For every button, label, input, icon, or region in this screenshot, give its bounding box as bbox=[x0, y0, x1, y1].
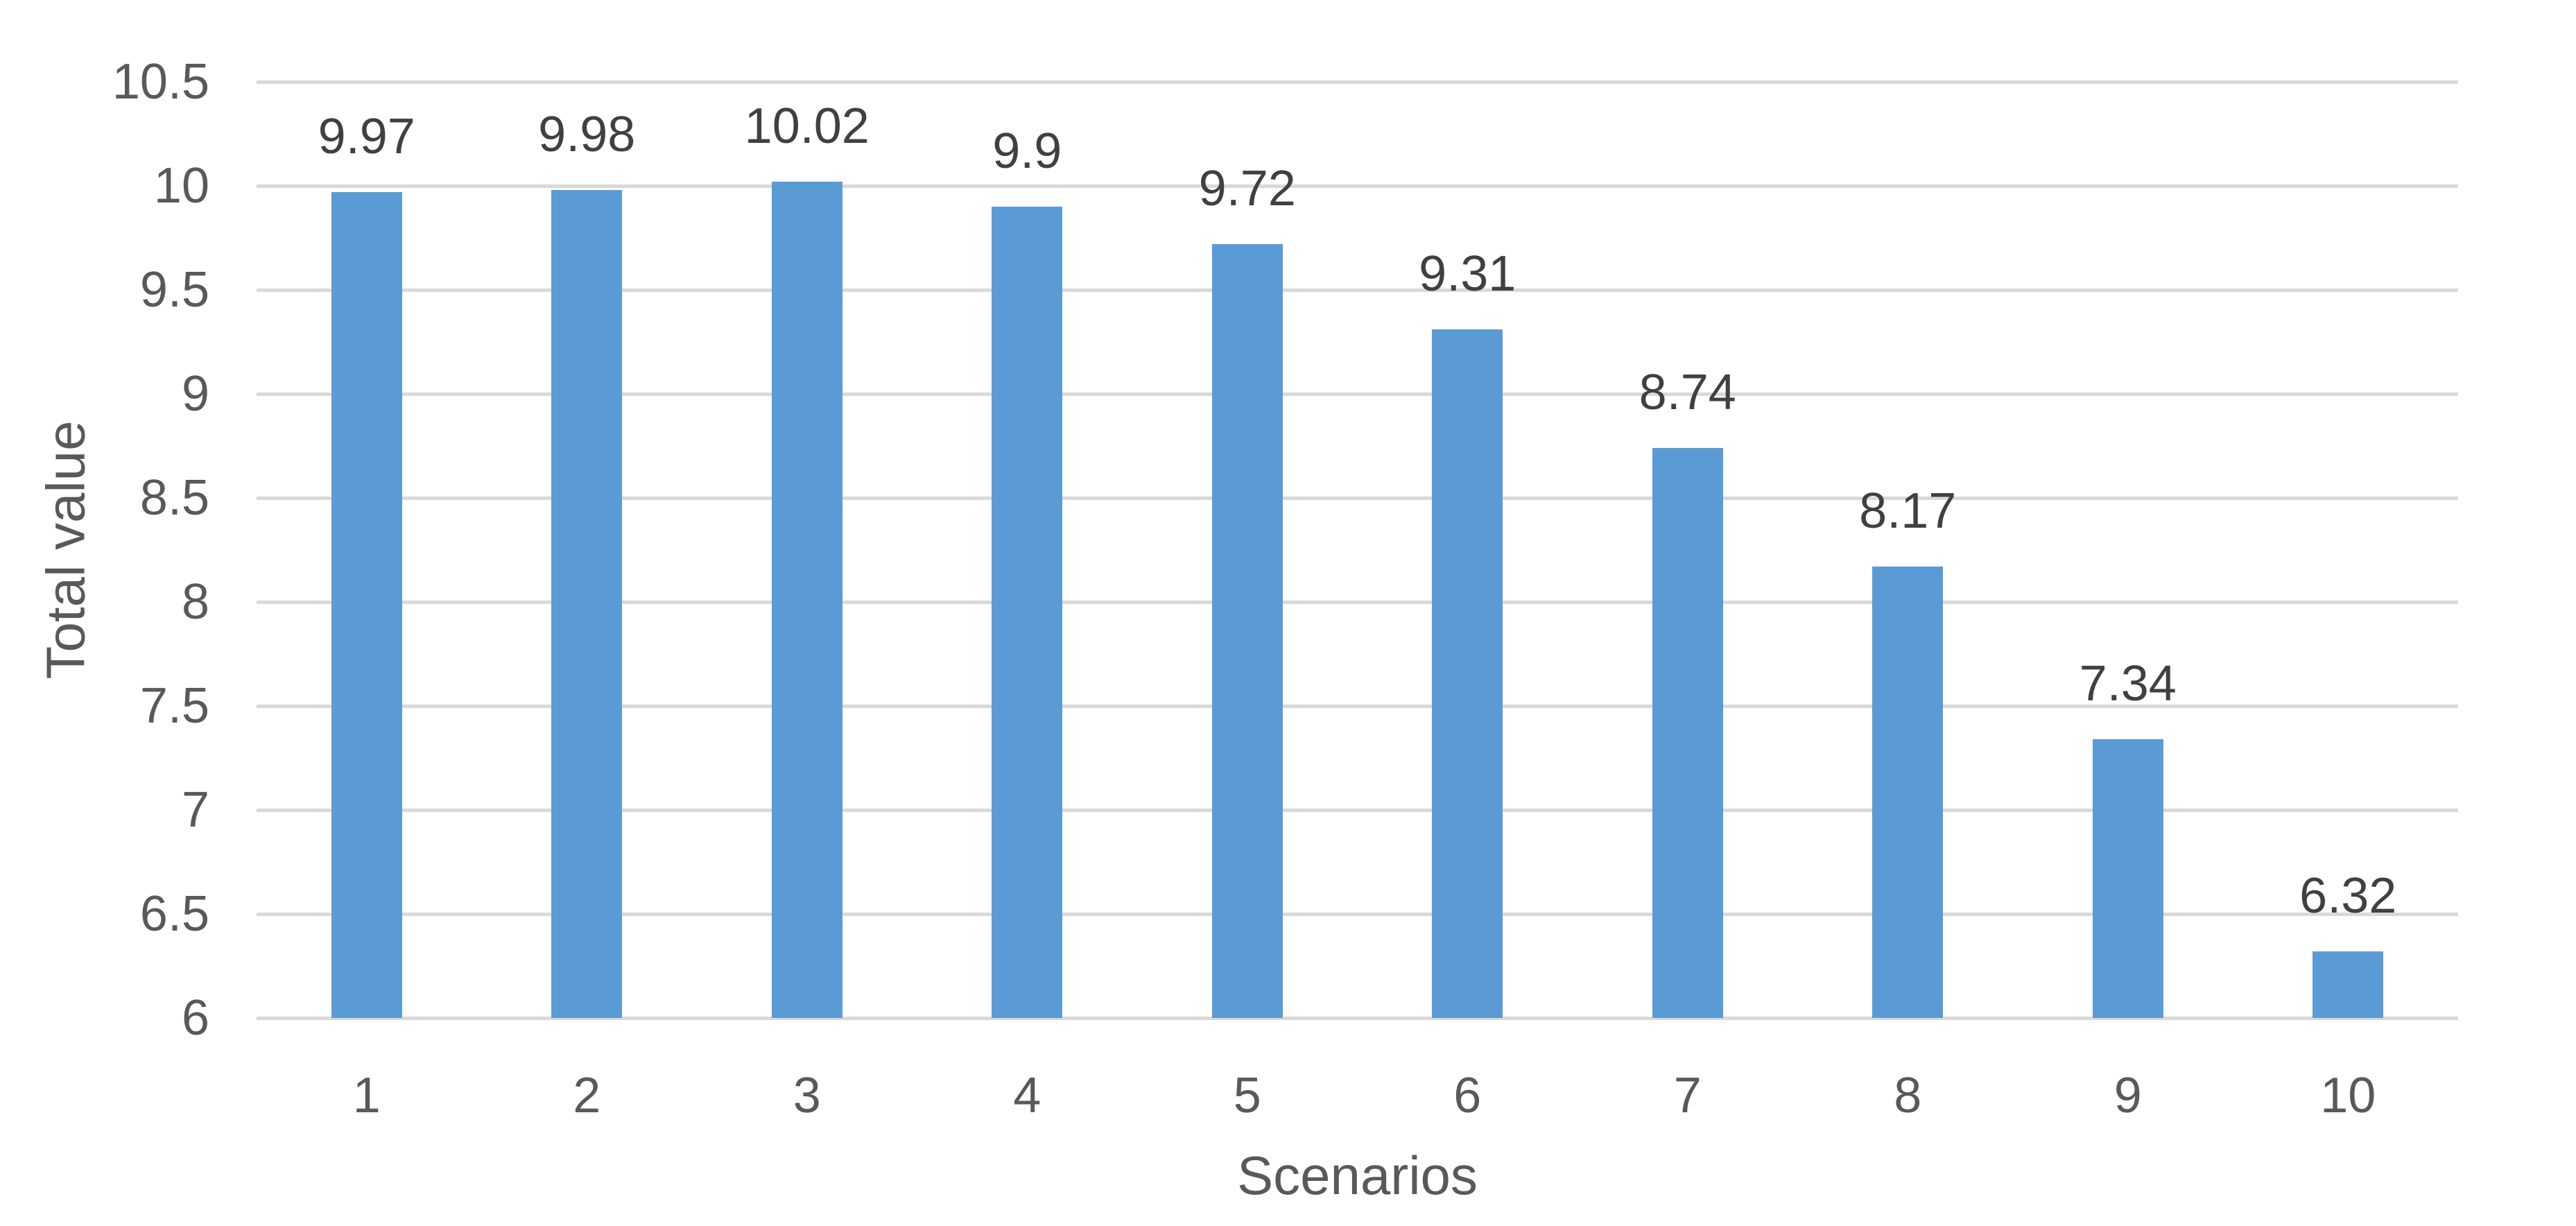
data-label-scenario-7: 8.74 bbox=[1639, 365, 1736, 420]
data-label-scenario-10: 6.32 bbox=[2299, 868, 2397, 924]
data-label-scenario-9: 7.34 bbox=[2079, 656, 2177, 711]
bar-scenario-3 bbox=[771, 182, 842, 1018]
gridline-y-7 bbox=[257, 808, 2458, 812]
x-axis-tick-labels: 1 2 3 4 5 6 7 8 9 10 bbox=[257, 1068, 2458, 1130]
bar-scenario-5 bbox=[1211, 244, 1283, 1018]
data-label-scenario-6: 9.31 bbox=[1419, 246, 1516, 302]
data-label-scenario-5: 9.72 bbox=[1198, 161, 1296, 216]
plot-area: 9.97 9.98 10.02 9.9 9.72 9.31 8.74 8.17 7.34 6.32 bbox=[257, 80, 2458, 1020]
x-tick-label-2: 2 bbox=[573, 1068, 601, 1123]
gridline-y-6 bbox=[257, 1016, 2458, 1020]
x-axis-title: Scenarios bbox=[1237, 1145, 1478, 1206]
data-label-scenario-1: 9.97 bbox=[318, 109, 415, 164]
bar-scenario-7 bbox=[1652, 448, 1723, 1018]
y-axis-tick-labels: 10.5 10 9.5 9 8.5 8 7.5 7 6.5 6 bbox=[0, 54, 209, 1046]
gridline-y-8.5 bbox=[257, 496, 2458, 500]
gridline-y-9.5 bbox=[257, 288, 2458, 292]
bar-scenario-2 bbox=[551, 190, 623, 1018]
x-tick-label-5: 5 bbox=[1233, 1068, 1261, 1123]
gridline-y-10.5 bbox=[257, 80, 2458, 84]
bar-scenario-1 bbox=[331, 192, 402, 1018]
y-tick-label-8.5: 8.5 bbox=[139, 470, 209, 526]
y-tick-label-10.5: 10.5 bbox=[112, 54, 209, 110]
bar-scenario-4 bbox=[992, 207, 1063, 1018]
gridline-y-9 bbox=[257, 392, 2458, 396]
y-tick-label-7.5: 7.5 bbox=[139, 678, 209, 734]
x-tick-label-10: 10 bbox=[2320, 1068, 2376, 1123]
bar-scenario-10 bbox=[2313, 951, 2384, 1018]
x-tick-label-4: 4 bbox=[1013, 1068, 1041, 1123]
gridline-y-10 bbox=[257, 184, 2458, 188]
bar-scenario-8 bbox=[1872, 567, 1944, 1018]
y-tick-label-8: 8 bbox=[181, 574, 209, 630]
bar-scenario-6 bbox=[1432, 329, 1503, 1018]
y-tick-label-10: 10 bbox=[153, 158, 209, 214]
gridline-y-7.5 bbox=[257, 704, 2458, 708]
bar-scenario-9 bbox=[2092, 739, 2163, 1018]
x-tick-label-8: 8 bbox=[1894, 1068, 1922, 1123]
y-tick-label-9: 9 bbox=[181, 366, 209, 422]
data-label-scenario-3: 10.02 bbox=[744, 98, 870, 154]
data-label-scenario-2: 9.98 bbox=[538, 107, 636, 162]
gridline-y-8 bbox=[257, 600, 2458, 604]
x-tick-label-3: 3 bbox=[793, 1068, 821, 1123]
x-tick-label-1: 1 bbox=[352, 1068, 381, 1123]
y-tick-label-6: 6 bbox=[181, 990, 209, 1046]
y-tick-label-6.5: 6.5 bbox=[139, 886, 209, 942]
x-tick-label-6: 6 bbox=[1453, 1068, 1482, 1123]
data-label-scenario-8: 8.17 bbox=[1859, 483, 1957, 539]
x-tick-label-9: 9 bbox=[2113, 1068, 2142, 1123]
y-tick-label-7: 7 bbox=[181, 782, 209, 838]
x-tick-label-7: 7 bbox=[1673, 1068, 1702, 1123]
data-label-scenario-4: 9.9 bbox=[992, 123, 1062, 179]
y-tick-label-9.5: 9.5 bbox=[139, 262, 209, 318]
gridline-y-6.5 bbox=[257, 912, 2458, 916]
